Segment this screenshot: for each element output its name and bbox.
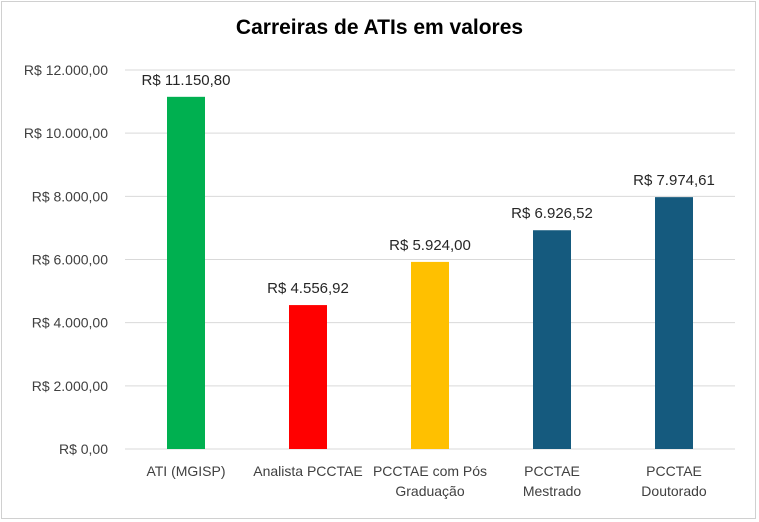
bars: [167, 96, 693, 450]
y-tick-label: R$ 8.000,00: [32, 188, 108, 204]
y-tick-label: R$ 10.000,00: [24, 125, 108, 141]
bar: [167, 96, 205, 450]
bar: [289, 305, 327, 449]
category-label: Analista PCCTAE: [253, 463, 362, 479]
data-label: R$ 4.556,92: [267, 280, 349, 297]
data-labels: R$ 11.150,80 R$ 4.556,92 R$ 5.924,00 R$ 6.9…: [142, 72, 715, 297]
category-label: PCCTAE com Pós Graduação: [373, 463, 487, 499]
data-label: R$ 6.926,52: [511, 205, 593, 222]
y-axis: R$ 0,00 R$ 2.000,00 R$ 4.000,00 R$ 6.000,00…: [24, 62, 108, 457]
category-label: PCCTAE Doutorado: [641, 463, 707, 499]
y-tick-label: R$ 4.000,00: [32, 315, 108, 331]
x-axis: ATI (MGISP) Analista PCCTAE PCCTAE com Pós…: [146, 463, 706, 499]
y-tick-label: R$ 0,00: [59, 441, 108, 457]
category-label: PCCTAE Mestrado: [523, 463, 582, 499]
y-tick-label: R$ 2.000,00: [32, 378, 108, 394]
data-label: R$ 5.924,00: [389, 237, 471, 254]
data-label: R$ 11.150,80: [142, 72, 231, 89]
bar: [411, 261, 449, 449]
bar: [655, 197, 693, 449]
chart-title: Carreiras de ATIs em valores: [235, 16, 524, 39]
data-label: R$ 7.974,61: [633, 172, 715, 189]
y-tick-label: R$ 6.000,00: [32, 252, 108, 268]
bar: [533, 230, 571, 449]
category-label: ATI (MGISP): [146, 463, 225, 479]
y-tick-label: R$ 12.000,00: [24, 62, 108, 78]
